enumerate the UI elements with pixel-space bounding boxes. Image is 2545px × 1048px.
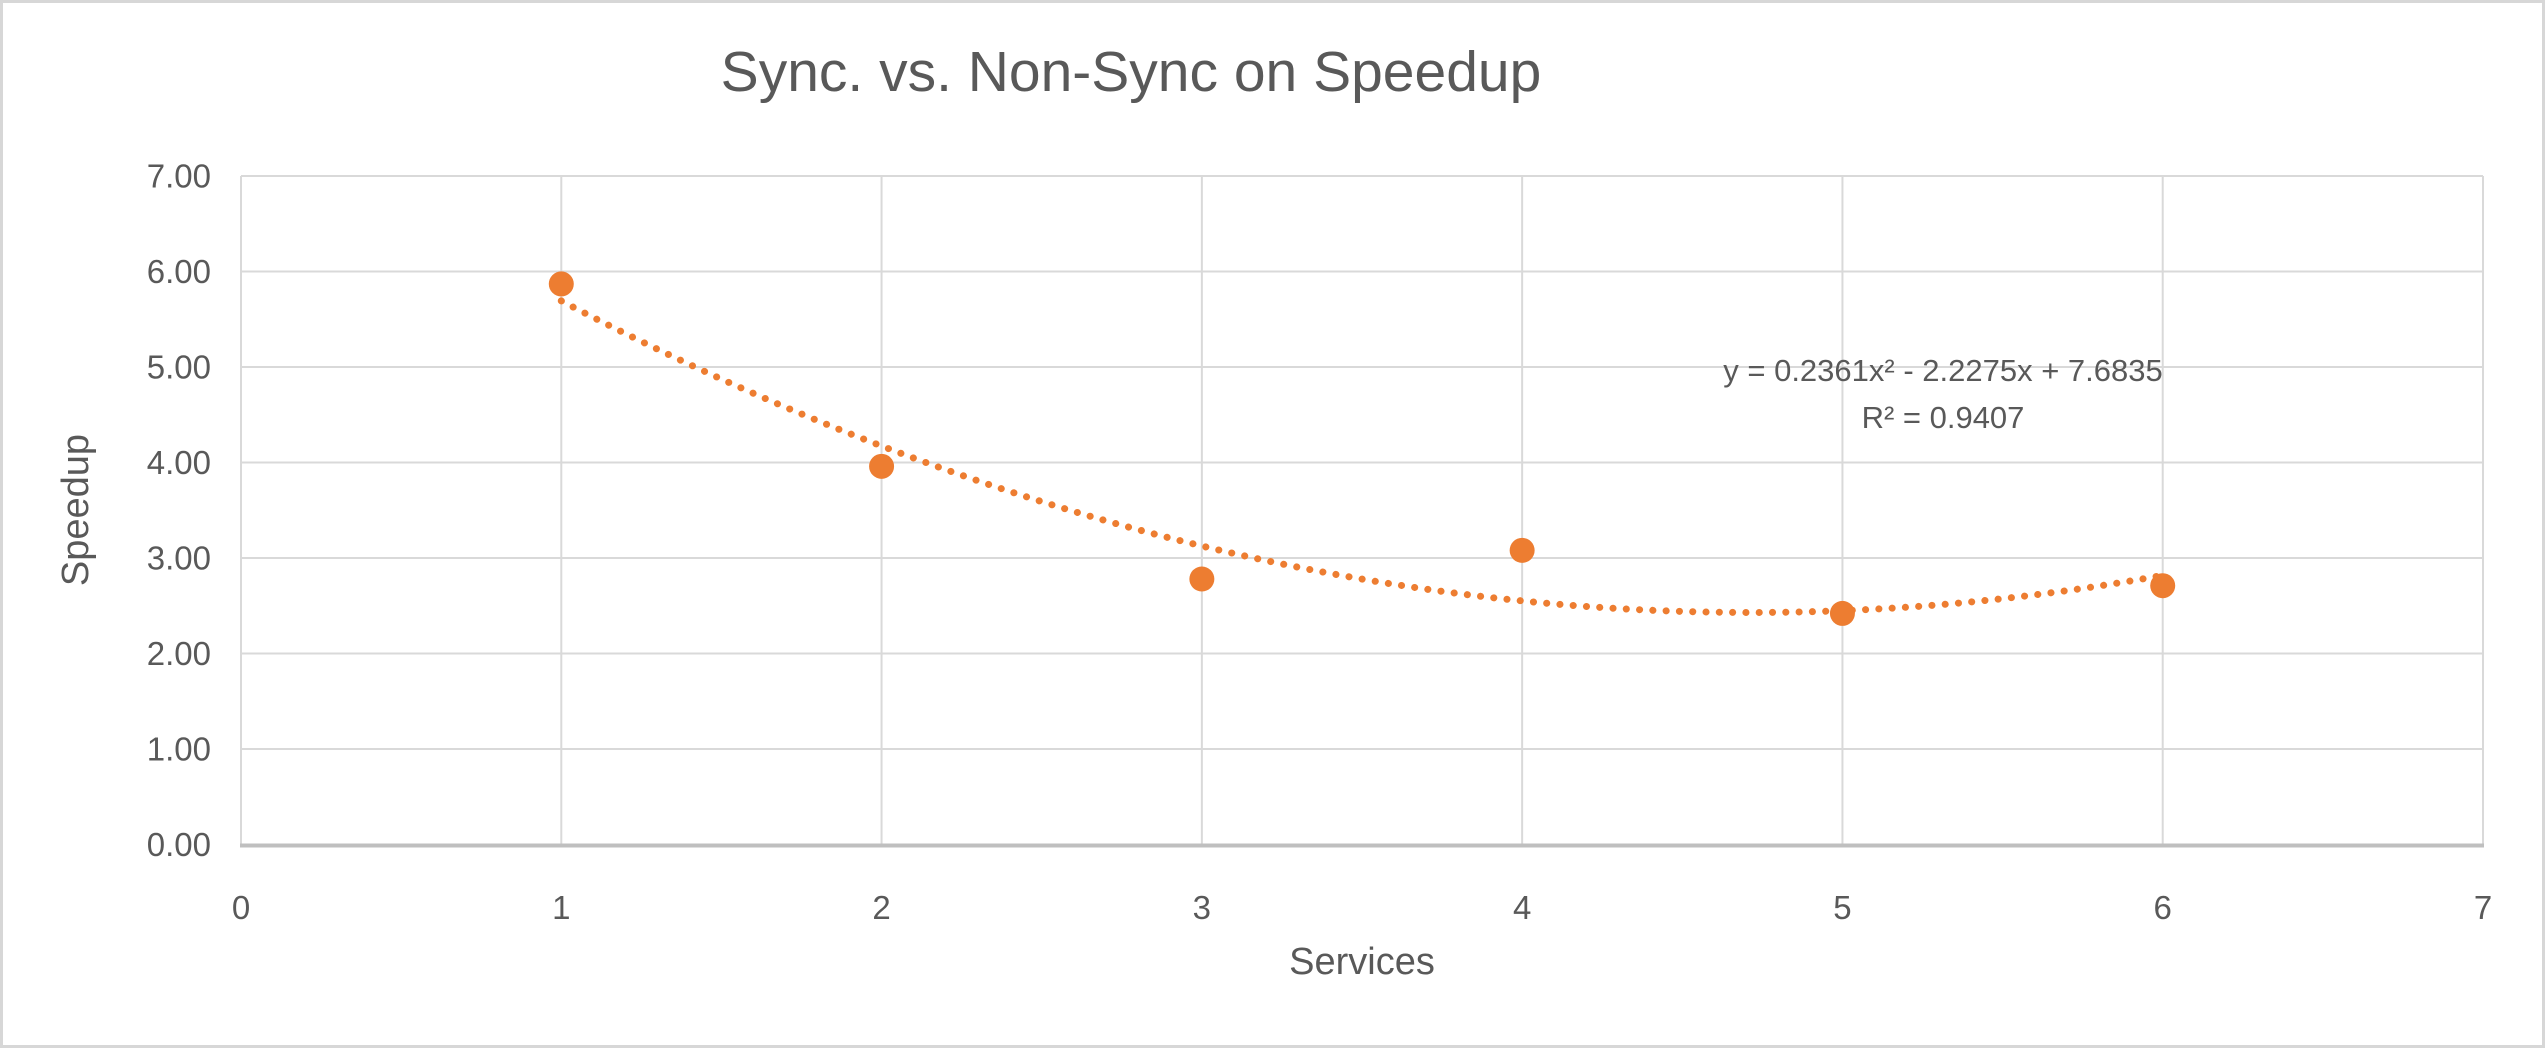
y-tick-label: 5.00 [147,349,211,386]
trendline-equation: y = 0.2361x² - 2.2275x + 7.6835 [1723,353,2162,388]
chart-title: Sync. vs. Non-Sync on Speedup [720,40,1542,104]
x-tick-label: 3 [1193,889,1211,926]
y-axis-title: Speedup [55,433,97,587]
y-tick-label: 1.00 [147,731,211,768]
y-tick-label: 3.00 [147,540,211,577]
x-tick-label: 2 [872,889,890,926]
x-tick-label: 5 [1833,889,1851,926]
x-axis-title: Services [1289,941,1435,983]
x-tick-label: 4 [1513,889,1531,926]
trendline [557,297,2167,616]
x-tick-label: 7 [2474,889,2492,926]
data-point [1829,600,1855,626]
x-tick-label: 0 [232,889,250,926]
y-tick-label: 6.00 [147,253,211,290]
data-point [2150,573,2176,599]
data-point [1189,566,1215,592]
y-tick-label: 4.00 [147,444,211,481]
y-tick-label: 0.00 [147,826,211,863]
data-point [548,271,574,297]
r-squared-label: R² = 0.9407 [1862,400,2025,435]
data-point [1509,537,1535,563]
y-tick-label: 2.00 [147,635,211,672]
y-tick-label: 7.00 [147,158,211,195]
x-tick-label: 1 [552,889,570,926]
data-point [869,453,895,479]
plot-area-svg: 0.00 1.00 2.00 3.00 4.00 5.00 6.00 7.00 0 1 2 3 4 5 6 7… [147,158,2492,927]
x-tick-label: 6 [2154,889,2172,926]
